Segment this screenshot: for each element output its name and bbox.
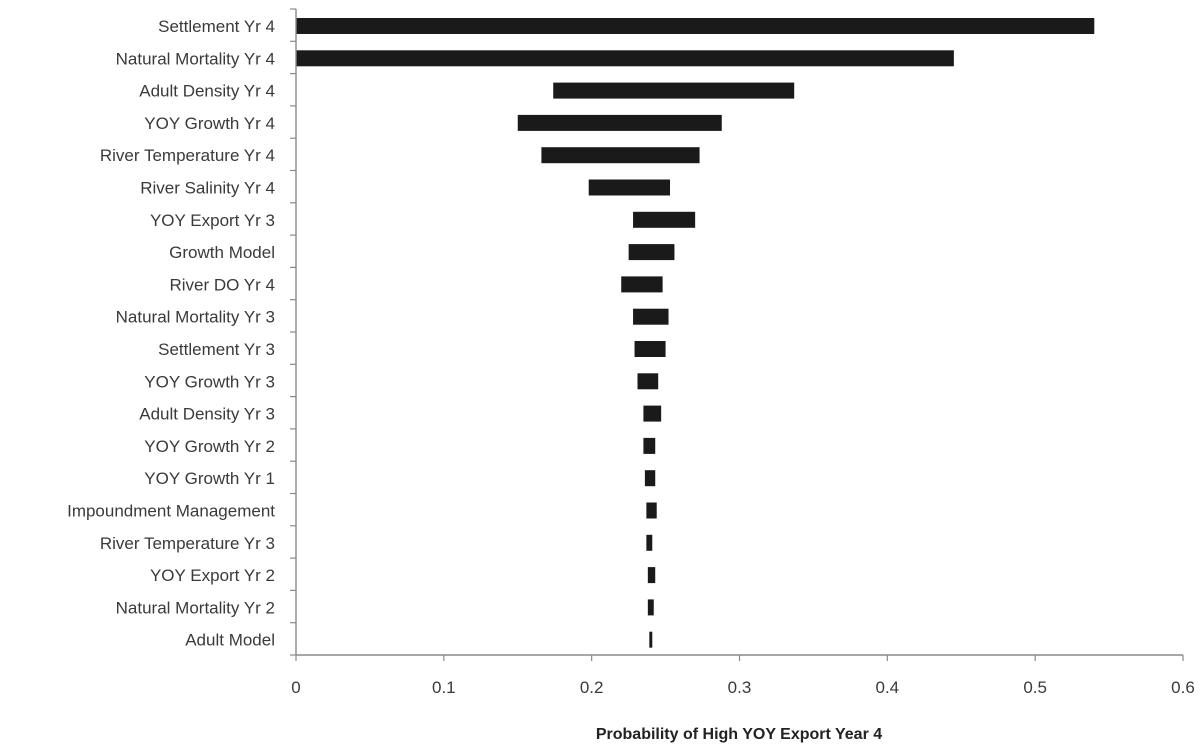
labels-layer: Settlement Yr 4 Natural Mortality Yr 4 Adu… [67,17,1195,697]
x-tick-label-4: 0.4 [876,678,900,697]
bar-19 [649,631,653,648]
x-tick-label-6: 0.6 [1171,678,1195,697]
bar-6 [633,211,696,228]
x-tick-label-3: 0.3 [728,678,752,697]
category-label-12: Adult Density Yr 3 [139,405,275,424]
category-label-14: YOY Growth Yr 1 [144,469,275,488]
bar-1 [296,50,954,67]
bar-14 [644,470,656,487]
x-tick-label-1: 0.1 [432,678,456,697]
x-tick-label-2: 0.2 [580,678,604,697]
category-label-13: YOY Growth Yr 2 [144,437,275,456]
bar-10 [634,341,666,357]
bar-7 [628,244,675,261]
category-label-11: YOY Growth Yr 3 [144,372,275,391]
bar-2 [553,82,795,99]
bar-15 [646,502,657,519]
bar-17 [647,567,656,584]
bar-13 [643,437,656,454]
category-label-1: Natural Mortality Yr 4 [116,49,275,68]
category-label-9: Natural Mortality Yr 3 [116,308,275,327]
category-label-0: Settlement Yr 4 [158,17,275,36]
bar-18 [647,599,654,616]
category-label-19: Adult Model [185,631,275,650]
category-label-10: Settlement Yr 3 [158,340,275,359]
bar-16 [646,534,653,551]
category-label-2: Adult Density Yr 4 [139,82,275,101]
bar-8 [621,276,663,293]
category-label-17: YOY Export Yr 2 [150,566,275,585]
bar-3 [517,114,722,131]
x-tick-label-5: 0.5 [1023,678,1047,697]
category-label-7: Growth Model [169,243,275,262]
bar-9 [633,308,669,325]
bars-layer [296,18,1095,648]
category-label-5: River Salinity Yr 4 [140,179,275,198]
x-axis-title: Probability of High YOY Export Year 4 [596,726,882,743]
bar-12 [643,405,662,422]
category-label-3: YOY Growth Yr 4 [144,114,275,133]
category-label-8: River DO Yr 4 [170,275,276,294]
bar-0 [296,18,1095,34]
category-label-18: Natural Mortality Yr 2 [116,598,275,617]
bar-5 [588,179,671,196]
category-label-4: River Temperature Yr 4 [100,146,275,165]
bar-11 [637,373,659,390]
category-label-15: Impoundment Management [67,502,275,521]
category-label-6: YOY Export Yr 3 [150,211,275,230]
axes-layer [290,8,1184,661]
x-tick-label-0: 0 [291,678,300,697]
category-label-16: River Temperature Yr 3 [100,534,275,553]
bar-4 [541,147,700,164]
